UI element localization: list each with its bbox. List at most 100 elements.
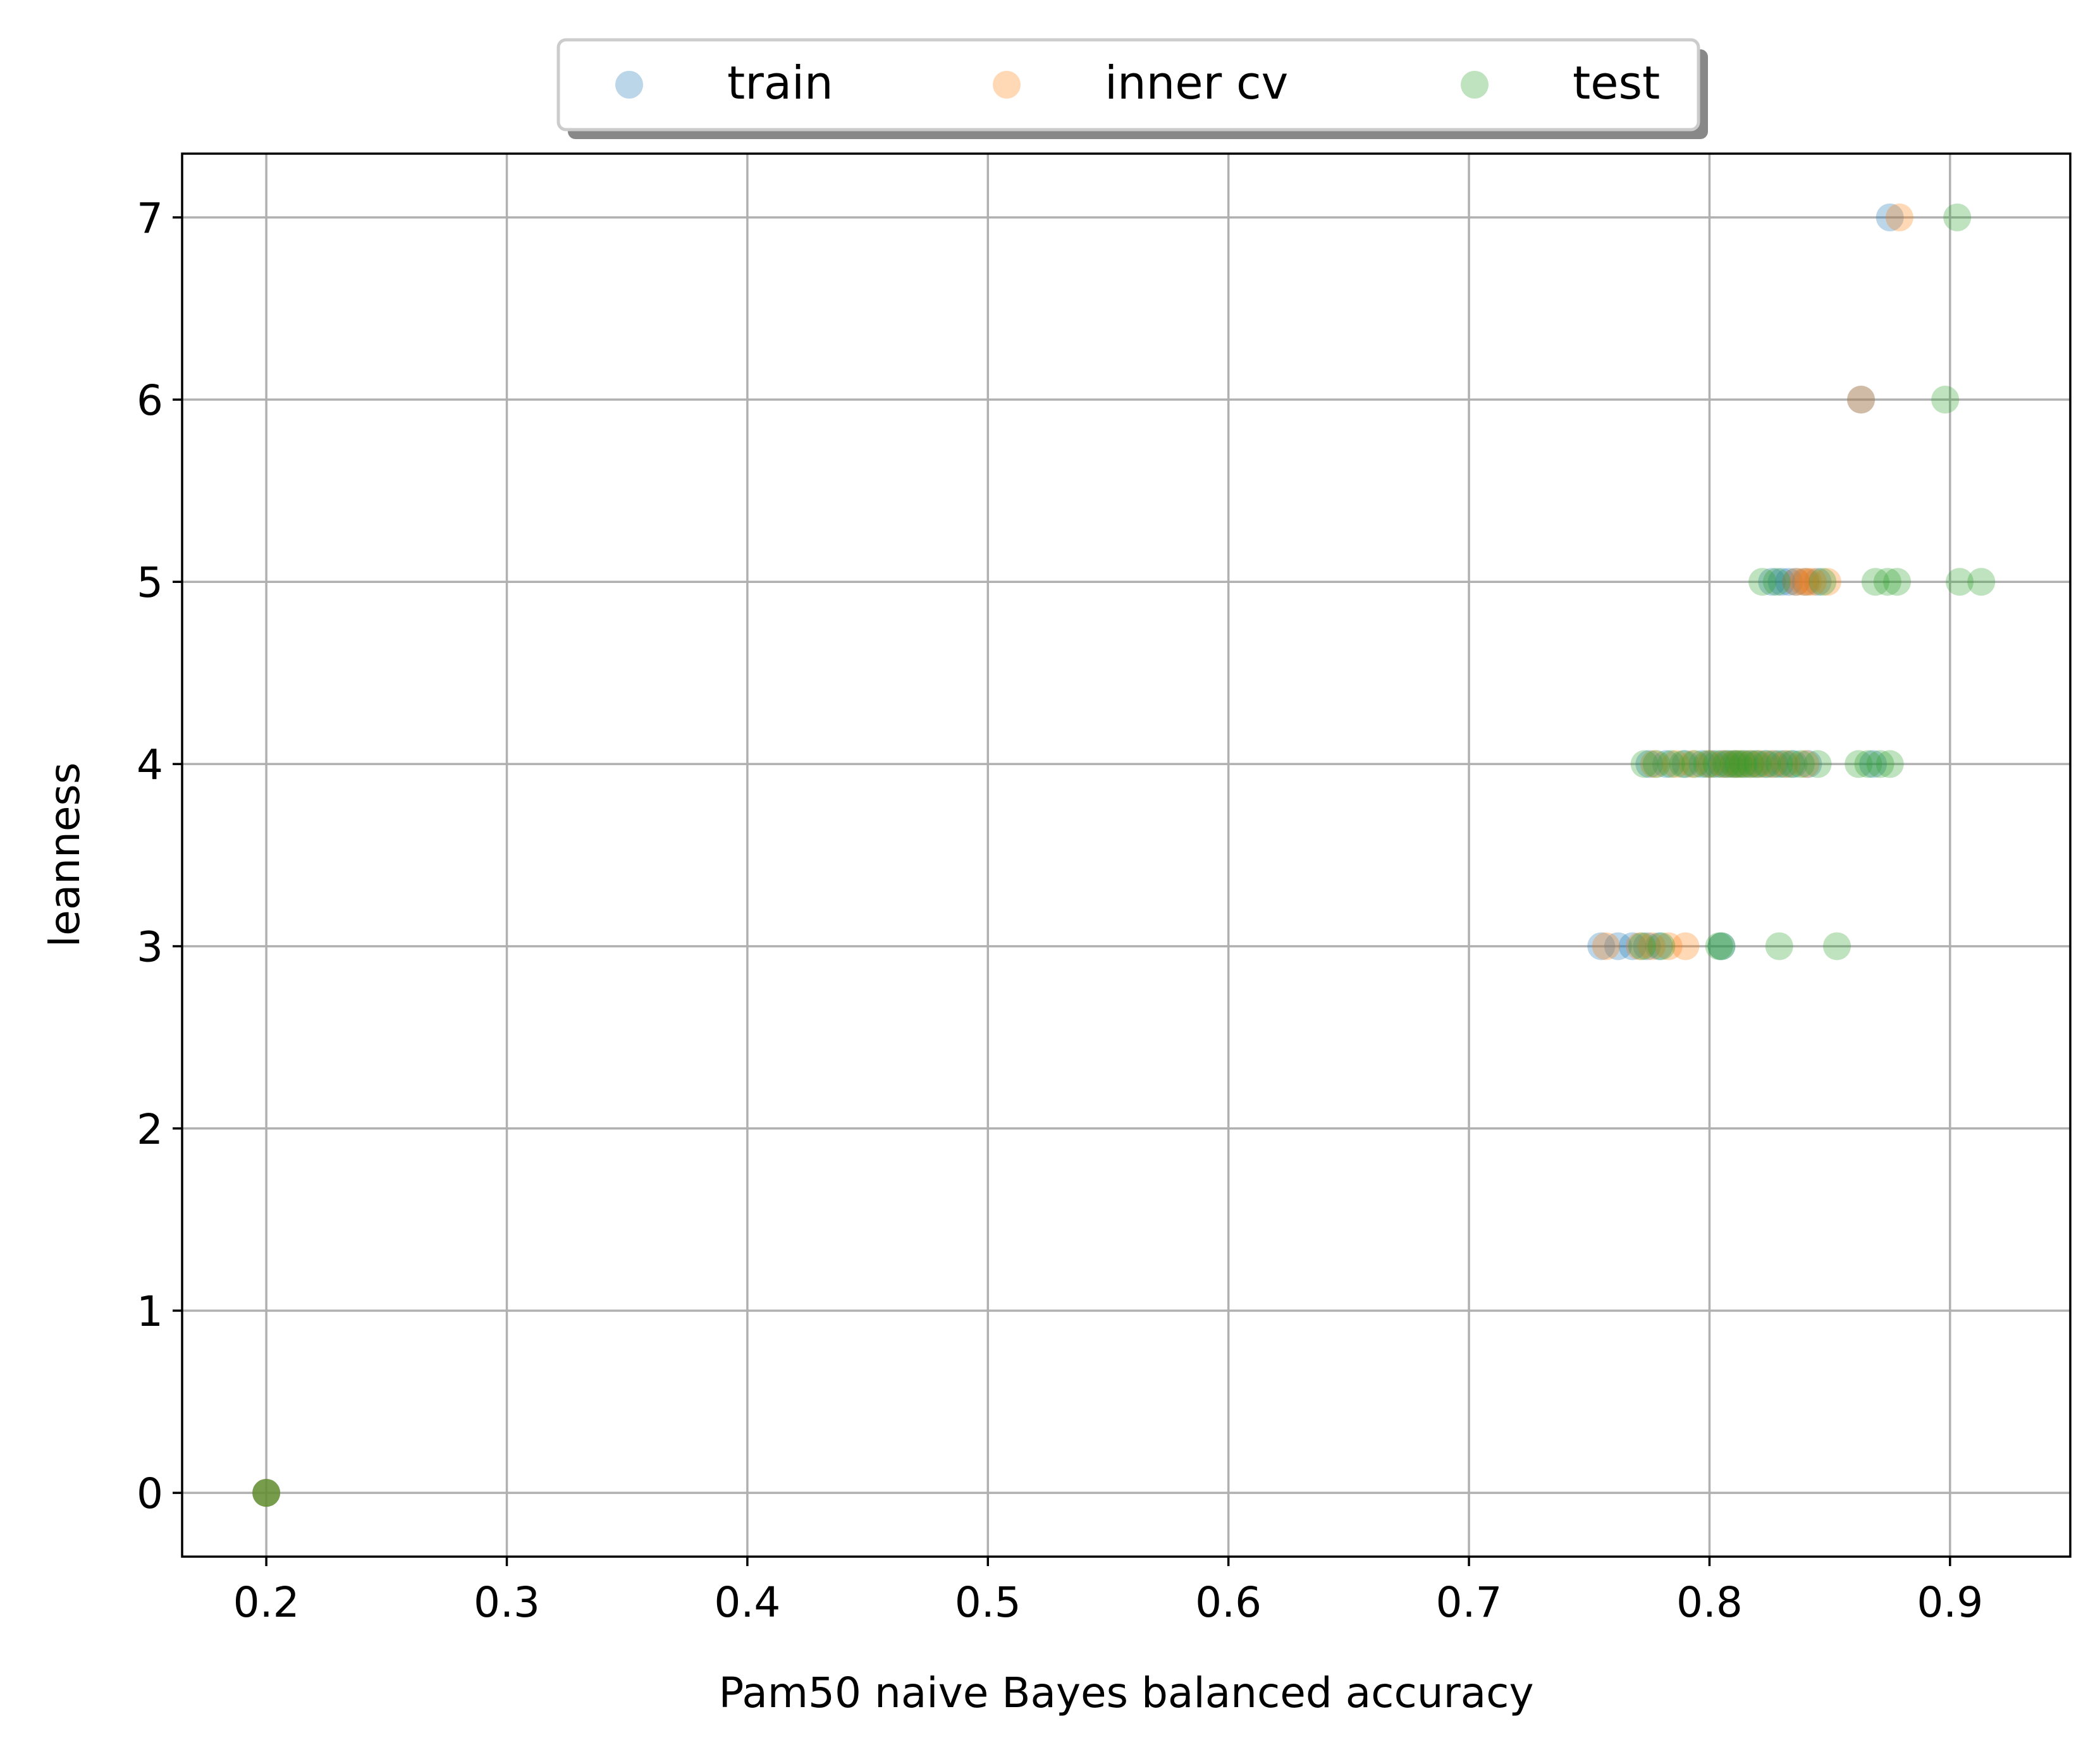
data-point-train xyxy=(1803,568,1832,596)
legend-marker-test xyxy=(1461,71,1489,99)
data-point-inner-cv xyxy=(1885,203,1913,231)
data-point-inner-cv xyxy=(1671,932,1700,960)
x-tick-label: 0.8 xyxy=(1676,1578,1743,1627)
y-tick-label: 4 xyxy=(137,740,163,789)
data-point-test xyxy=(1808,568,1837,596)
data-point-inner-cv xyxy=(1847,386,1876,414)
data-point-test xyxy=(1883,568,1912,596)
data-point-test xyxy=(1777,750,1805,778)
data-point-train xyxy=(1782,568,1810,596)
data-point-inner-cv xyxy=(1794,568,1822,596)
data-point-train xyxy=(252,1479,281,1507)
data-point-train xyxy=(1707,750,1736,778)
data-point-train xyxy=(1671,750,1700,778)
legend: train inner cv test xyxy=(556,38,1708,139)
data-point-test xyxy=(1719,750,1748,778)
data-point-test xyxy=(1753,750,1781,778)
grid-lines xyxy=(182,154,2070,1557)
data-point-test xyxy=(1876,750,1904,778)
data-point-test xyxy=(1946,568,1974,596)
data-point-inner-cv xyxy=(1592,932,1620,960)
data-point-test xyxy=(1681,750,1709,778)
data-point-inner-cv xyxy=(1789,568,1817,596)
data-point-test xyxy=(1707,932,1736,960)
data-point-train xyxy=(1688,750,1717,778)
data-point-train xyxy=(1645,932,1673,960)
data-point-inner-cv xyxy=(1719,750,1748,778)
data-point-test xyxy=(1736,750,1765,778)
y-tick-label: 6 xyxy=(137,376,163,425)
data-point-inner-cv xyxy=(1798,568,1827,596)
data-point-inner-cv xyxy=(1758,750,1786,778)
x-tick-label: 0.3 xyxy=(474,1578,540,1627)
legend-label-test: test xyxy=(1573,56,1660,109)
data-point-train xyxy=(1847,386,1876,414)
data-point-train xyxy=(1731,750,1760,778)
data-point-test xyxy=(1866,750,1894,778)
data-points xyxy=(252,203,1996,1507)
data-point-train xyxy=(1774,568,1803,596)
x-tick-label: 0.4 xyxy=(714,1578,780,1627)
data-point-inner-cv xyxy=(1662,750,1690,778)
data-point-test xyxy=(1628,932,1656,960)
data-point-inner-cv xyxy=(1772,750,1801,778)
data-point-test xyxy=(1657,750,1685,778)
data-point-inner-cv xyxy=(1626,932,1654,960)
data-point-inner-cv xyxy=(1782,568,1810,596)
data-point-train xyxy=(1714,750,1743,778)
y-tick-label: 0 xyxy=(137,1469,163,1518)
data-point-train xyxy=(1722,750,1750,778)
data-point-test xyxy=(1642,750,1671,778)
data-point-inner-cv xyxy=(1813,568,1841,596)
data-point-train xyxy=(1633,932,1661,960)
data-point-test xyxy=(1765,750,1793,778)
data-point-train xyxy=(1604,932,1632,960)
legend-marker-train xyxy=(615,71,643,99)
y-axis-label: leanness xyxy=(40,763,89,947)
data-point-train xyxy=(1758,568,1786,596)
data-point-test xyxy=(1724,750,1753,778)
data-point-train xyxy=(1635,750,1664,778)
data-point-test xyxy=(1861,568,1889,596)
plot-frame xyxy=(181,152,2072,1558)
data-point-inner-cv xyxy=(1791,750,1820,778)
axis-ticks: 0.2 0.3 0.4 0.5 0.6 0.7 0.8 0.9 0 1 2 3 4 5 6 7 xyxy=(137,194,1983,1627)
data-point-test xyxy=(1943,203,1972,231)
x-tick-label: 0.9 xyxy=(1917,1578,1983,1627)
data-point-test xyxy=(1873,568,1901,596)
data-point-inner-cv xyxy=(1710,750,1738,778)
data-point-inner-cv xyxy=(1695,750,1724,778)
data-point-inner-cv xyxy=(1736,750,1765,778)
x-axis-label: Pam50 naive Bayes balanced accuracy xyxy=(718,1669,1533,1717)
y-tick-label: 5 xyxy=(137,558,163,607)
data-point-train xyxy=(1859,750,1888,778)
legend-label-train: train xyxy=(727,56,833,109)
data-point-train xyxy=(1750,750,1779,778)
data-point-test xyxy=(1743,750,1772,778)
data-point-inner-cv xyxy=(1726,750,1755,778)
plot-area xyxy=(182,154,2070,1557)
data-point-test xyxy=(1647,932,1676,960)
y-tick-label: 1 xyxy=(137,1287,163,1336)
data-point-test xyxy=(1693,750,1721,778)
data-point-test xyxy=(1845,750,1873,778)
data-point-test xyxy=(1803,750,1832,778)
data-point-test xyxy=(1854,750,1882,778)
data-point-test xyxy=(252,1479,281,1507)
data-point-test xyxy=(1748,568,1777,596)
y-tick-label: 2 xyxy=(137,1105,163,1154)
data-point-inner-cv xyxy=(1638,932,1666,960)
data-point-inner-cv xyxy=(252,1479,281,1507)
data-point-train xyxy=(1876,203,1904,231)
x-tick-label: 0.6 xyxy=(1195,1578,1262,1627)
data-point-test xyxy=(1765,932,1793,960)
data-point-test xyxy=(252,1479,281,1507)
data-point-train xyxy=(1767,568,1796,596)
y-tick-label: 3 xyxy=(137,923,163,972)
data-point-test xyxy=(1705,932,1733,960)
data-point-train xyxy=(1698,750,1726,778)
data-point-train xyxy=(1791,568,1820,596)
y-tick-label: 7 xyxy=(137,194,163,243)
data-point-train xyxy=(252,1479,281,1507)
